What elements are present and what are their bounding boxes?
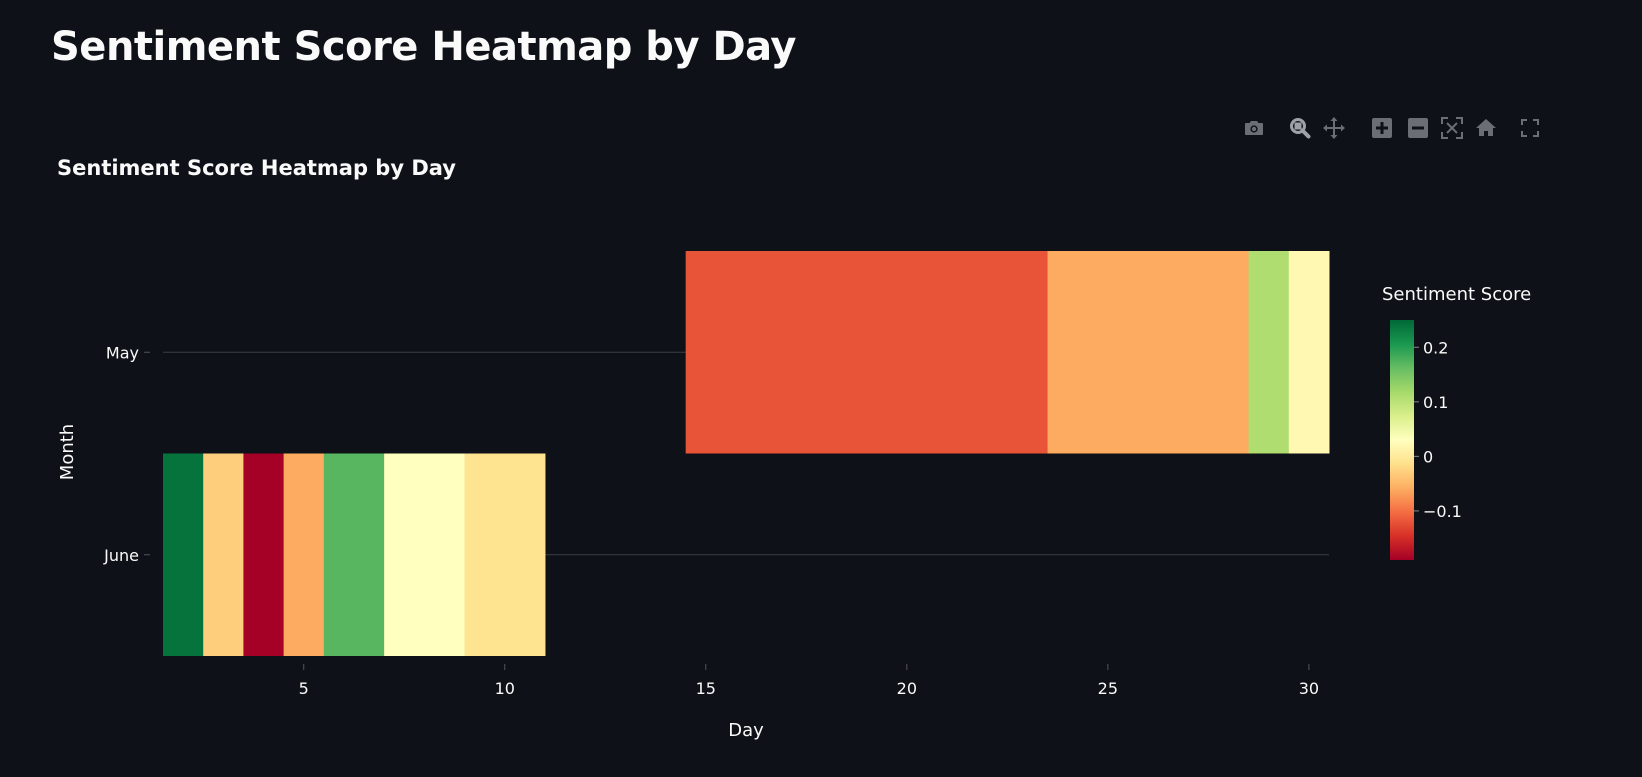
- x-tick-label: 10: [495, 679, 515, 698]
- heatmap-cell-june-6: [323, 453, 385, 656]
- heatmap-cell-june-5: [283, 453, 325, 656]
- chart-title: Sentiment Score Heatmap by Day: [57, 156, 456, 180]
- colorbar-tick-label: 0.2: [1423, 338, 1448, 357]
- page-title: Sentiment Score Heatmap by Day: [51, 24, 796, 70]
- heatmap-cell-june-4: [243, 453, 285, 656]
- x-tick-label: 15: [696, 679, 716, 698]
- heatmap-cell-may-29: [1248, 251, 1290, 454]
- pan-icon[interactable]: [1320, 114, 1348, 142]
- colorbar-tick-label: −0.1: [1423, 502, 1462, 521]
- y-axis: June May: [103, 343, 150, 565]
- heatmap-cell-june-8: [384, 453, 466, 656]
- y-tick-label-june: June: [103, 546, 139, 565]
- colorbar-title: Sentiment Score: [1382, 284, 1531, 305]
- zoom-icon[interactable]: [1286, 114, 1314, 142]
- colorbar-tick-label: 0.1: [1423, 393, 1448, 412]
- heatmap-cell-june-2: [163, 453, 204, 656]
- autoscale-icon[interactable]: [1438, 114, 1466, 142]
- zoom-in-icon[interactable]: [1368, 114, 1396, 142]
- fullscreen-icon[interactable]: [1516, 114, 1544, 142]
- modebar-toolbar: [1240, 114, 1570, 144]
- heatmap-cell-june-10: [464, 453, 546, 656]
- heatmap-cell-may-19: [685, 251, 1049, 454]
- x-tick-label: 30: [1299, 679, 1319, 698]
- x-tick-label: 20: [897, 679, 917, 698]
- home-icon[interactable]: [1472, 114, 1500, 142]
- zoom-out-icon[interactable]: [1404, 114, 1432, 142]
- colorbar-ticks: −0.1 0 0.1 0.2: [1414, 338, 1462, 521]
- heatmap-cell-june-3: [203, 453, 244, 656]
- x-axis-title: Day: [728, 720, 764, 741]
- y-axis-title: Month: [57, 424, 78, 480]
- heatmap-cell-may-28: [1047, 251, 1250, 454]
- y-tick-label-may: May: [106, 343, 139, 362]
- x-axis: 5 10 15 20 25 30: [299, 664, 1319, 698]
- heatmap-cells: [163, 251, 1330, 656]
- x-tick-label: 5: [299, 679, 309, 698]
- colorbar: [1390, 320, 1414, 560]
- x-tick-label: 25: [1098, 679, 1118, 698]
- heatmap-cell-may-30: [1288, 251, 1330, 454]
- colorbar-tick-label: 0: [1423, 447, 1433, 466]
- camera-icon[interactable]: [1240, 114, 1268, 142]
